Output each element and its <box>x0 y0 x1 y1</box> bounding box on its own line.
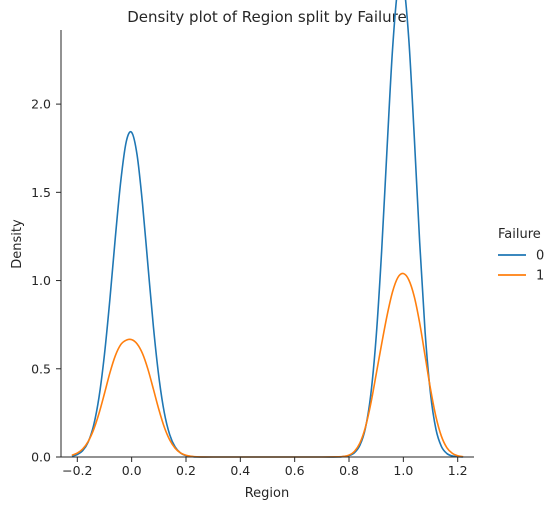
density-line-failure-1 <box>71 272 464 458</box>
legend: Failure 01 <box>498 227 544 284</box>
y-tick-label: 0.0 <box>31 450 51 465</box>
x-tick-label: 0.0 <box>122 463 142 478</box>
legend-title: Failure <box>498 227 541 242</box>
x-axis-ticks: −0.2 0.0 0.2 0.4 0.6 0.8 1.0 1.2 <box>62 457 468 478</box>
legend-label-0: 0 <box>536 249 544 264</box>
x-tick-label: 0.8 <box>339 463 359 478</box>
y-axis-ticks: 0.0 0.5 1.0 1.5 2.0 <box>31 97 61 465</box>
chart-title: Density plot of Region split by Failure <box>127 8 407 26</box>
y-tick-label: 2.0 <box>31 97 51 112</box>
legend-entries: 01 <box>498 249 544 284</box>
y-axis-title: Density <box>10 219 25 269</box>
y-tick-label: 1.0 <box>31 273 51 288</box>
x-tick-label: 0.2 <box>176 463 196 478</box>
x-tick-label: 1.0 <box>393 463 413 478</box>
legend-label-1: 1 <box>536 269 544 284</box>
density-line-failure-0 <box>71 0 464 458</box>
series-layer <box>71 0 464 458</box>
x-tick-label: 1.2 <box>448 463 468 478</box>
y-tick-label: 1.5 <box>31 185 51 200</box>
x-tick-label: 0.6 <box>285 463 305 478</box>
plot-area: −0.2 0.0 0.2 0.4 0.6 0.8 1.0 1.2 0.0 0.5 1.0 1.5 2.… <box>31 0 474 478</box>
x-tick-label: 0.4 <box>230 463 250 478</box>
y-tick-label: 0.5 <box>31 361 51 376</box>
x-tick-label: −0.2 <box>62 463 92 478</box>
x-axis-title: Region <box>245 486 290 501</box>
